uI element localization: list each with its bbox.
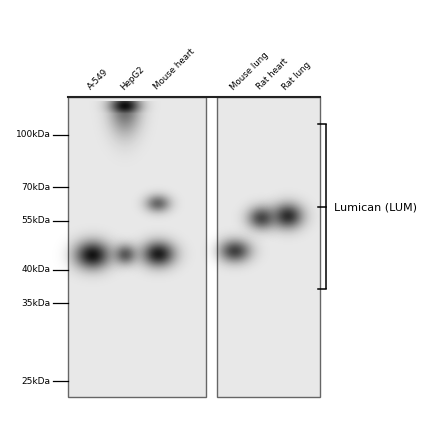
Text: Lumican (LUM): Lumican (LUM) — [334, 202, 417, 212]
Text: Mouse lung: Mouse lung — [228, 50, 270, 92]
Text: 100kDa: 100kDa — [15, 130, 51, 139]
FancyBboxPatch shape — [68, 97, 206, 397]
Text: A-549: A-549 — [86, 67, 110, 92]
Text: 40kDa: 40kDa — [22, 265, 51, 274]
Text: HepG2: HepG2 — [119, 64, 146, 92]
Text: 35kDa: 35kDa — [22, 299, 51, 308]
Text: 25kDa: 25kDa — [22, 377, 51, 386]
FancyBboxPatch shape — [217, 97, 320, 397]
Text: Rat lung: Rat lung — [281, 60, 313, 92]
Text: 55kDa: 55kDa — [22, 216, 51, 225]
Text: 70kDa: 70kDa — [22, 183, 51, 192]
Text: Mouse heart: Mouse heart — [152, 47, 196, 92]
Text: Rat heart: Rat heart — [255, 57, 290, 92]
